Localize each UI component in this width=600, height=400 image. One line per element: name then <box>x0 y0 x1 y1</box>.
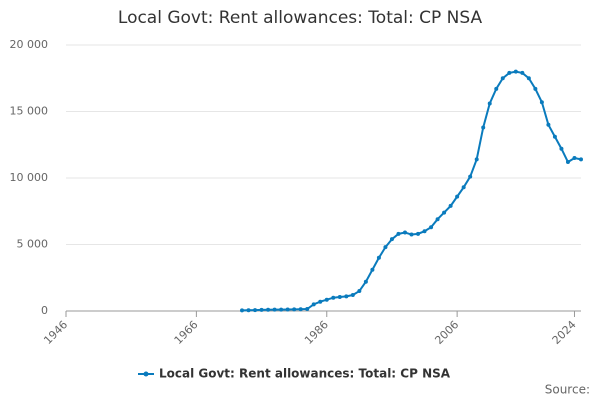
data-point <box>526 76 531 81</box>
data-point <box>487 101 492 106</box>
data-point <box>337 295 342 300</box>
data-point <box>331 295 336 300</box>
y-tick-label: 20 000 <box>10 38 49 51</box>
legend-label: Local Govt: Rent allowances: Total: CP N… <box>159 367 451 381</box>
x-tick-label: 2024 <box>550 318 579 347</box>
data-point <box>572 156 577 161</box>
data-point <box>552 134 557 139</box>
data-point <box>292 307 297 312</box>
x-tick-label: 1966 <box>172 318 201 347</box>
data-point <box>357 289 362 294</box>
data-point <box>253 308 258 313</box>
data-point <box>546 122 551 127</box>
data-point <box>468 174 473 179</box>
data-point <box>435 217 440 222</box>
data-point <box>240 308 245 313</box>
data-point <box>455 194 460 199</box>
data-point <box>422 229 427 234</box>
x-tick-label: 2006 <box>432 318 461 347</box>
data-point <box>507 70 512 75</box>
data-point <box>259 307 264 312</box>
data-point <box>324 297 329 302</box>
data-point <box>474 157 479 162</box>
legend-marker <box>143 371 149 377</box>
data-point <box>376 255 381 260</box>
data-point <box>481 125 486 130</box>
data-point <box>363 279 368 284</box>
data-point <box>500 76 505 81</box>
data-point <box>565 160 570 165</box>
y-tick-label: 0 <box>41 304 48 317</box>
data-point <box>298 307 303 312</box>
x-tick-label: 1986 <box>302 318 331 347</box>
data-point <box>344 294 349 299</box>
data-point <box>279 307 284 312</box>
data-point <box>461 185 466 190</box>
data-point <box>396 231 401 236</box>
data-point <box>559 146 564 151</box>
data-point <box>383 245 388 250</box>
data-point <box>520 70 525 75</box>
data-point <box>246 308 251 313</box>
data-point <box>533 86 538 91</box>
data-point <box>266 307 271 312</box>
data-point <box>389 237 394 242</box>
data-point <box>305 307 310 312</box>
data-point <box>494 86 499 91</box>
data-point <box>318 299 323 304</box>
data-point <box>579 157 583 162</box>
x-tick-label: 1946 <box>41 318 70 347</box>
data-point <box>409 232 414 237</box>
series-line <box>241 70 582 312</box>
y-tick-label: 5 000 <box>17 238 49 251</box>
data-point <box>311 302 316 307</box>
data-point <box>429 225 434 230</box>
data-point <box>402 230 407 235</box>
data-point <box>448 203 453 208</box>
chart-title: Local Govt: Rent allowances: Total: CP N… <box>118 8 483 28</box>
data-point <box>513 69 518 74</box>
y-tick-label: 10 000 <box>10 171 49 184</box>
data-point <box>285 307 290 312</box>
data-point <box>539 100 544 105</box>
data-point <box>370 267 375 272</box>
data-point <box>416 231 421 236</box>
y-tick-label: 15 000 <box>10 105 49 118</box>
source: Source: <box>545 383 590 397</box>
data-point <box>442 210 447 215</box>
data-point <box>350 293 355 298</box>
data-point <box>272 307 277 312</box>
